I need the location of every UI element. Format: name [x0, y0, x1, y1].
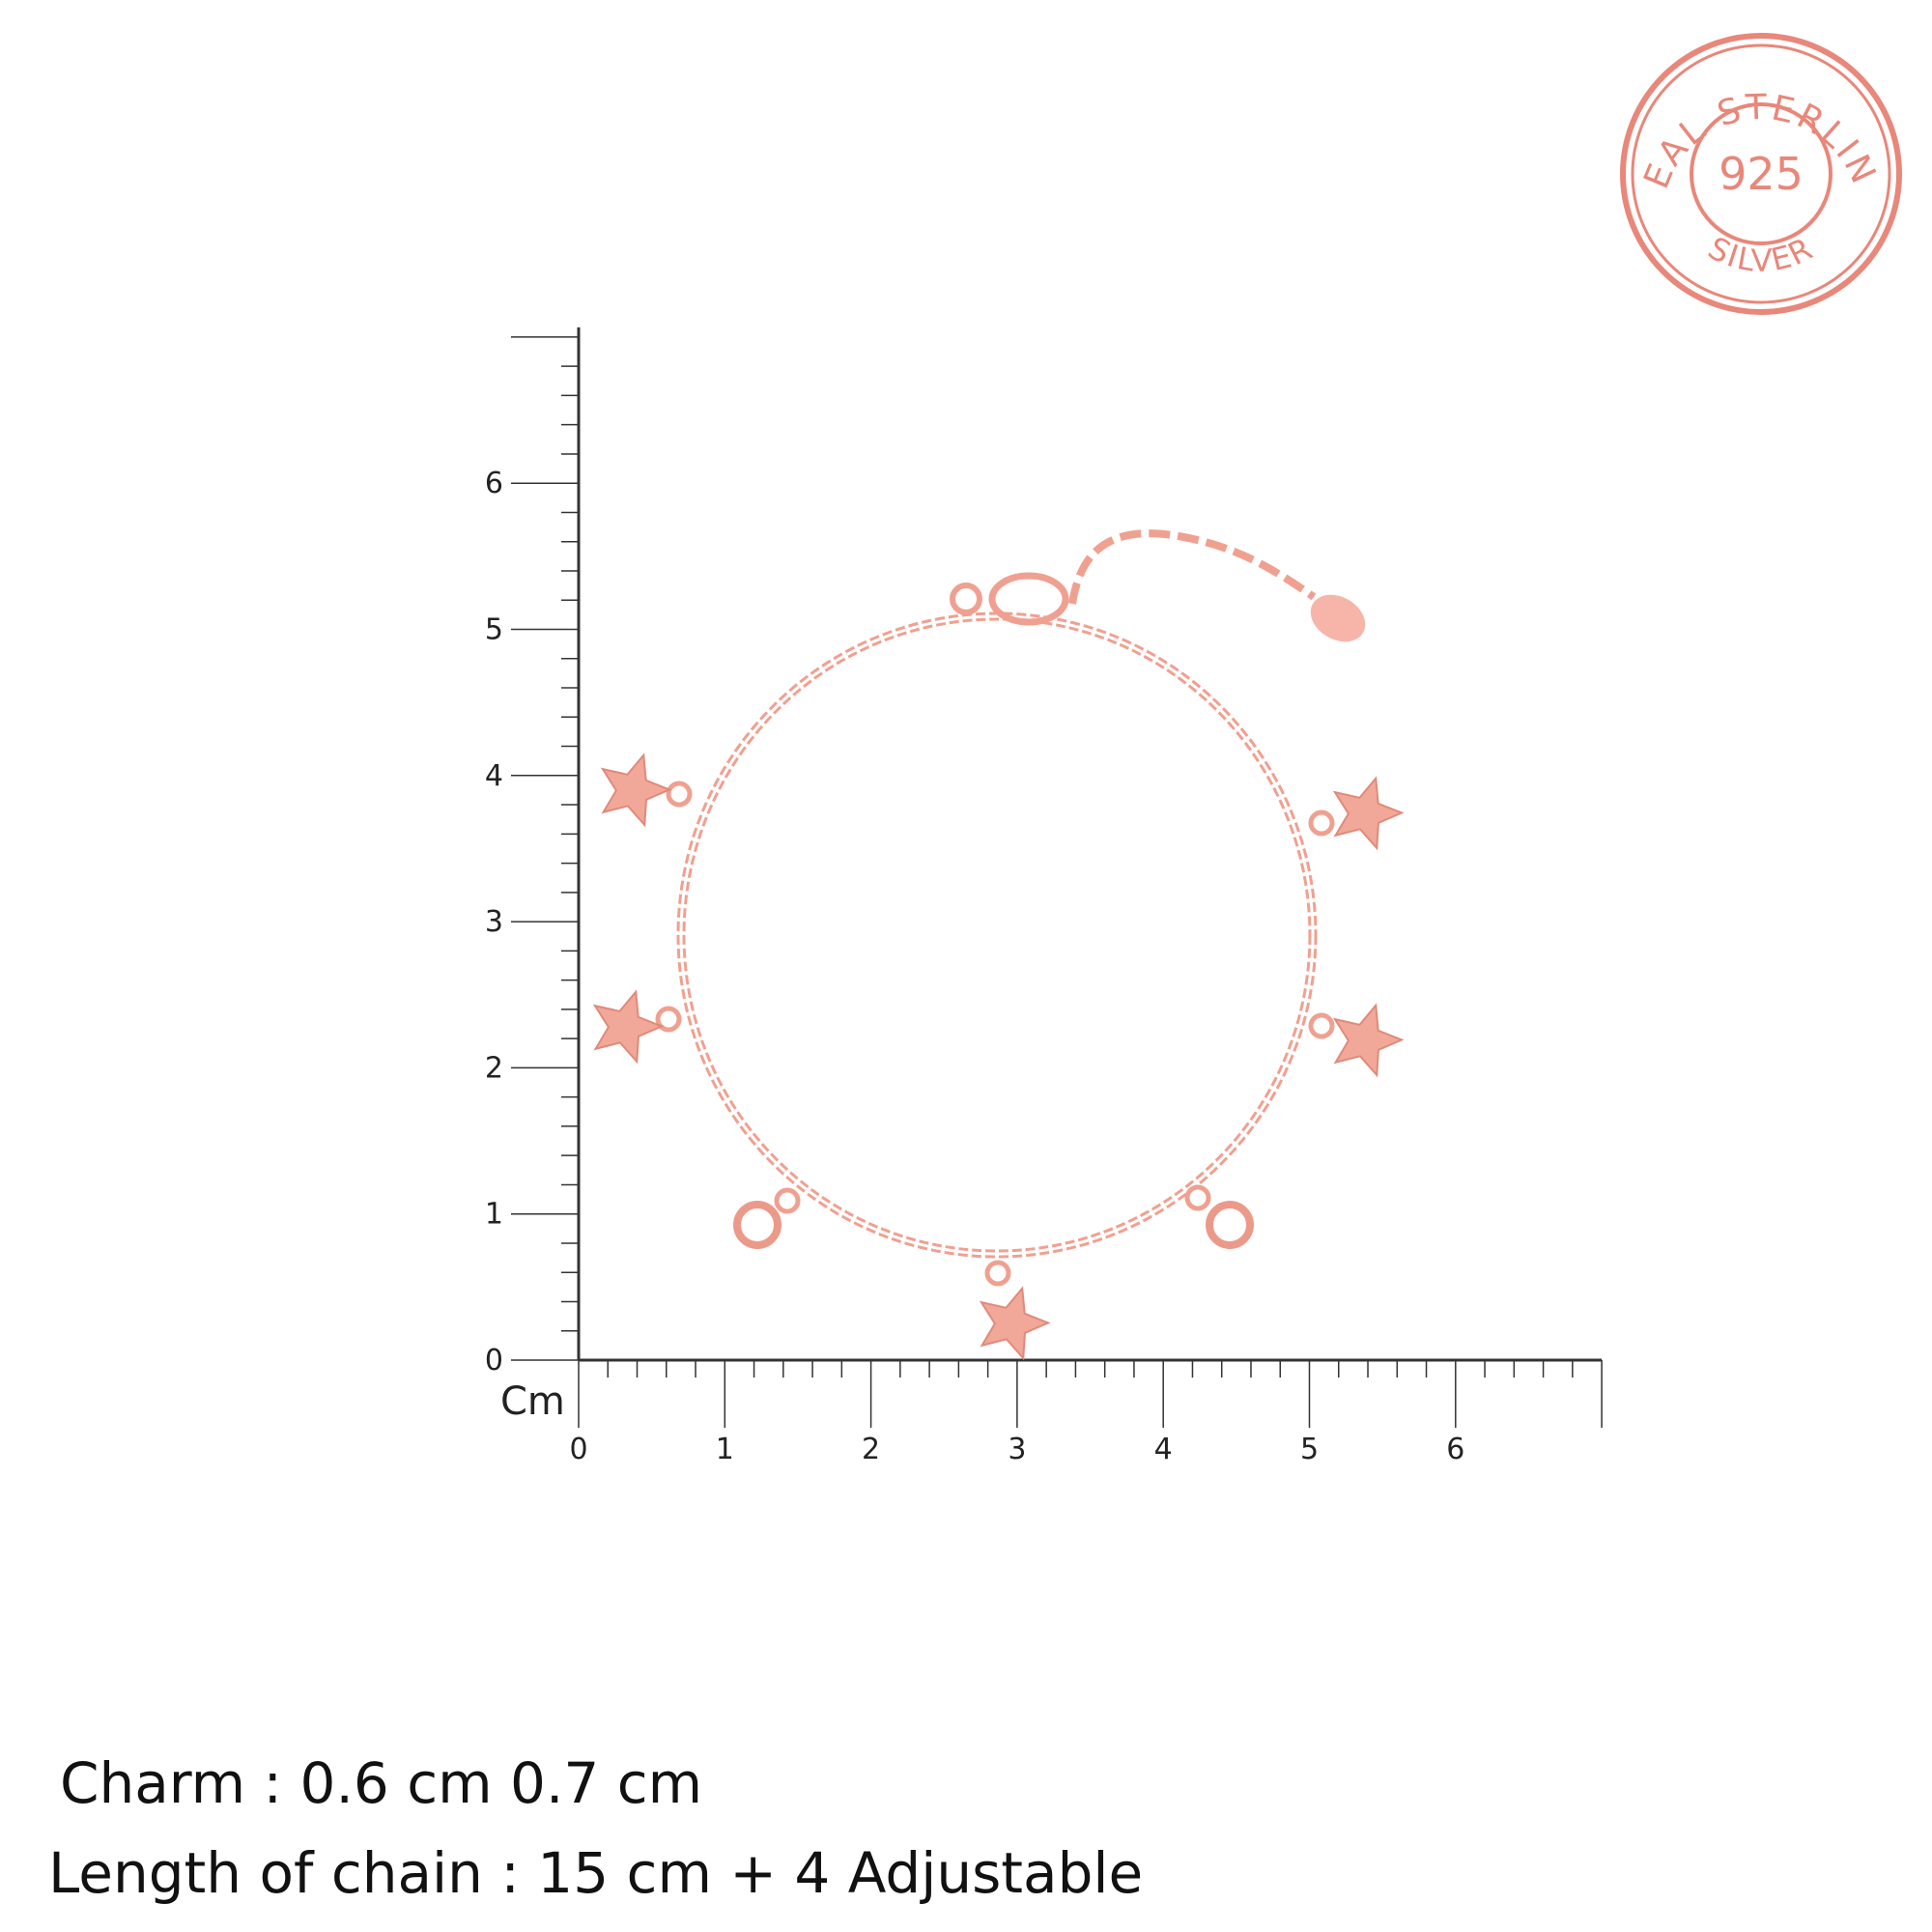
x-tick-label: 1: [716, 1433, 734, 1466]
bezel-stone-charm: [1206, 1201, 1254, 1249]
ruler-unit-label: Cm: [500, 1379, 565, 1424]
x-tick-label: 5: [1300, 1433, 1319, 1466]
charm-ring: [1184, 1184, 1211, 1211]
x-tick-label: 2: [862, 1433, 880, 1466]
star-charm: [600, 753, 672, 828]
charm-ring: [984, 1260, 1011, 1287]
ruler: 0 1 2 3 4 5 6 0 1 2 3 4 5 6: [485, 327, 1603, 1466]
x-tick-label: 3: [1008, 1433, 1026, 1466]
extender-chain: [1068, 529, 1317, 605]
charm-ring: [666, 781, 693, 808]
star-charm: [592, 989, 665, 1065]
y-tick-label: 4: [485, 759, 503, 793]
sterling-silver-stamp: REAL STERLING SILVER 925: [0, 0, 1902, 315]
charm-ring: [774, 1187, 801, 1214]
x-tick-label: 6: [1446, 1433, 1464, 1466]
lobster-clasp: [988, 572, 1069, 626]
charm-ring: [655, 1006, 682, 1033]
y-tick-label: 1: [485, 1198, 503, 1232]
charm-ring: [1308, 1012, 1335, 1039]
extender-drop: [1310, 594, 1366, 642]
y-tick-label: 6: [485, 467, 503, 500]
star-charm: [979, 1286, 1051, 1361]
x-tick-label: 4: [1154, 1433, 1173, 1466]
chain-length-caption: Length of chain : 15 cm + 4 Adjustable: [48, 1840, 1144, 1906]
bezel-stone-charm: [733, 1201, 781, 1249]
star-charm: [1332, 776, 1405, 851]
chain: [676, 611, 1318, 1259]
charm-size-caption: Charm : 0.6 cm 0.7 cm: [60, 1750, 703, 1816]
star-charm: [1332, 1003, 1405, 1078]
stamp-top-text: REAL STERLING: [0, 0, 1884, 194]
bracelet: [592, 529, 1405, 1361]
y-tick-label: 2: [485, 1051, 503, 1085]
y-tick-label: 0: [485, 1344, 503, 1378]
jump-ring: [950, 582, 982, 615]
y-tick-label: 3: [485, 905, 503, 939]
y-tick-label: 5: [485, 613, 503, 647]
charm-ring: [1308, 810, 1335, 837]
x-tick-label: 0: [569, 1433, 587, 1466]
stamp-center-text: 925: [1719, 148, 1804, 200]
stamp-bottom-text: SILVER: [1702, 229, 1820, 279]
